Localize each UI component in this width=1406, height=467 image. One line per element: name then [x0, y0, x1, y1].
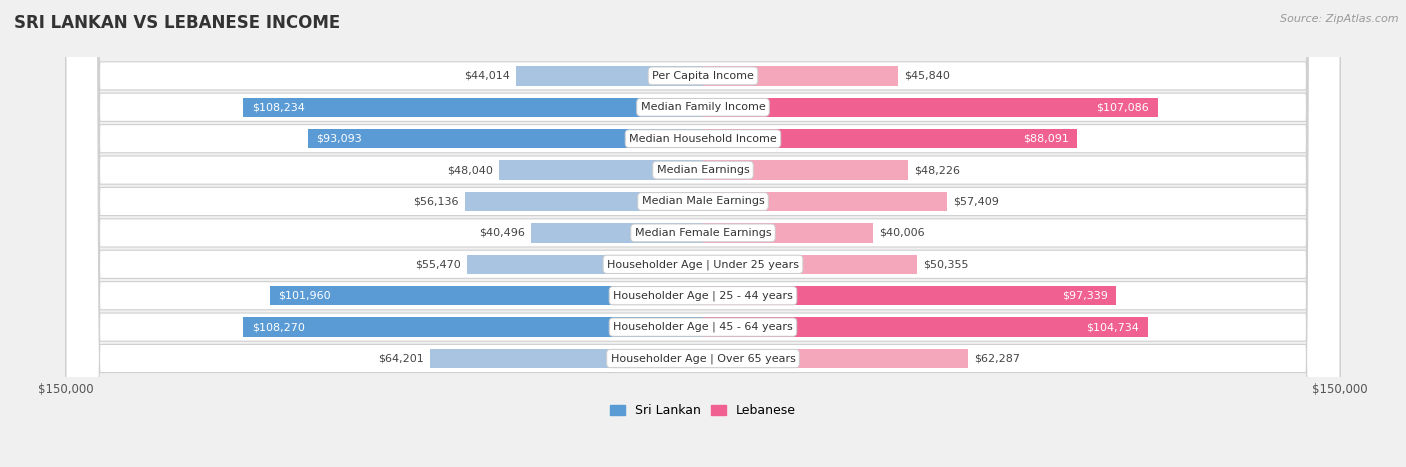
- FancyBboxPatch shape: [66, 0, 1340, 467]
- FancyBboxPatch shape: [66, 0, 1340, 467]
- Text: $108,234: $108,234: [252, 102, 305, 112]
- Text: $55,470: $55,470: [415, 259, 461, 269]
- FancyBboxPatch shape: [66, 0, 1340, 467]
- Bar: [430, 349, 703, 368]
- Bar: [531, 223, 703, 243]
- Bar: [270, 286, 703, 305]
- FancyBboxPatch shape: [66, 0, 1340, 467]
- Bar: [703, 286, 1116, 305]
- Text: $45,840: $45,840: [904, 71, 950, 81]
- Text: $107,086: $107,086: [1097, 102, 1149, 112]
- Bar: [703, 129, 1077, 149]
- Text: $97,339: $97,339: [1062, 291, 1108, 301]
- Bar: [499, 160, 703, 180]
- Text: $57,409: $57,409: [953, 197, 1000, 206]
- Bar: [703, 349, 967, 368]
- Bar: [464, 192, 703, 211]
- Bar: [703, 223, 873, 243]
- Text: $40,496: $40,496: [479, 228, 524, 238]
- Text: Median Family Income: Median Family Income: [641, 102, 765, 112]
- FancyBboxPatch shape: [66, 0, 1340, 467]
- Bar: [703, 192, 946, 211]
- Text: $64,201: $64,201: [378, 354, 425, 363]
- Bar: [703, 98, 1157, 117]
- Text: $44,014: $44,014: [464, 71, 510, 81]
- Text: Median Household Income: Median Household Income: [628, 134, 778, 144]
- Text: Householder Age | 45 - 64 years: Householder Age | 45 - 64 years: [613, 322, 793, 333]
- Text: SRI LANKAN VS LEBANESE INCOME: SRI LANKAN VS LEBANESE INCOME: [14, 14, 340, 32]
- Bar: [243, 318, 703, 337]
- Text: Source: ZipAtlas.com: Source: ZipAtlas.com: [1281, 14, 1399, 24]
- Text: Median Earnings: Median Earnings: [657, 165, 749, 175]
- Text: Householder Age | Over 65 years: Householder Age | Over 65 years: [610, 353, 796, 364]
- Bar: [467, 255, 703, 274]
- Bar: [516, 66, 703, 85]
- FancyBboxPatch shape: [66, 0, 1340, 467]
- FancyBboxPatch shape: [66, 0, 1340, 467]
- Legend: Sri Lankan, Lebanese: Sri Lankan, Lebanese: [605, 399, 801, 422]
- Bar: [703, 255, 917, 274]
- FancyBboxPatch shape: [66, 0, 1340, 467]
- Bar: [703, 318, 1147, 337]
- Text: Per Capita Income: Per Capita Income: [652, 71, 754, 81]
- Text: $56,136: $56,136: [413, 197, 458, 206]
- Text: $88,091: $88,091: [1022, 134, 1069, 144]
- Bar: [703, 66, 897, 85]
- Text: Householder Age | Under 25 years: Householder Age | Under 25 years: [607, 259, 799, 269]
- Bar: [308, 129, 703, 149]
- Text: $62,287: $62,287: [974, 354, 1019, 363]
- FancyBboxPatch shape: [66, 0, 1340, 467]
- Text: Median Female Earnings: Median Female Earnings: [634, 228, 772, 238]
- Text: $93,093: $93,093: [316, 134, 361, 144]
- FancyBboxPatch shape: [66, 0, 1340, 467]
- Text: $48,040: $48,040: [447, 165, 492, 175]
- Text: Householder Age | 25 - 44 years: Householder Age | 25 - 44 years: [613, 290, 793, 301]
- Bar: [703, 160, 908, 180]
- Text: Median Male Earnings: Median Male Earnings: [641, 197, 765, 206]
- Text: $40,006: $40,006: [879, 228, 925, 238]
- Text: $48,226: $48,226: [914, 165, 960, 175]
- Text: $50,355: $50,355: [924, 259, 969, 269]
- Text: $108,270: $108,270: [252, 322, 305, 332]
- Text: $104,734: $104,734: [1087, 322, 1139, 332]
- Text: $101,960: $101,960: [278, 291, 330, 301]
- Bar: [243, 98, 703, 117]
